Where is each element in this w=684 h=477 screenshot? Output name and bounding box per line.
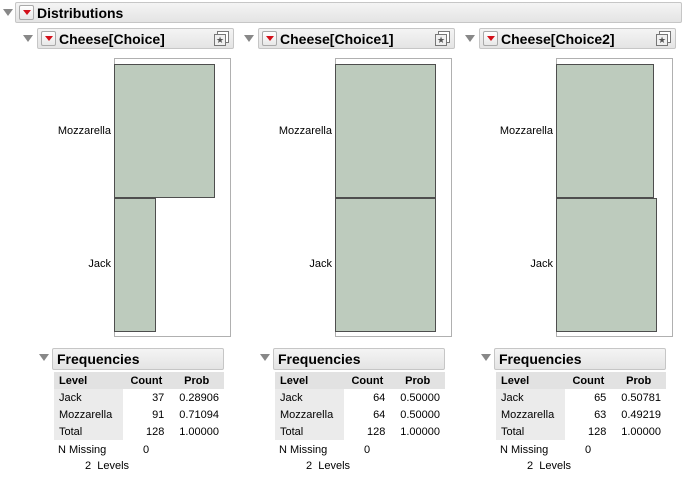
levels-text: 2 Levels: [306, 460, 351, 472]
prob-cell: 0.50000: [400, 408, 440, 421]
table-row: Total 128 1.00000: [275, 423, 445, 440]
bar-mozzarella[interactable]: [556, 64, 654, 198]
level-cell: Mozzarella: [275, 406, 345, 423]
table-row: Jack 65 0.50781: [496, 389, 666, 406]
n-missing-value: 0: [585, 444, 592, 456]
count-cell: 37: [152, 391, 165, 404]
frequencies-title: Frequencies: [499, 351, 582, 367]
frequencies-header: Frequencies: [273, 348, 445, 370]
panel-red-triangle-menu-icon[interactable]: [41, 31, 56, 46]
panel-header: Cheese[Choice1] ★: [258, 28, 455, 49]
table-row: Jack 64 0.50000: [275, 389, 445, 406]
count-cell: 128: [587, 425, 607, 438]
category-label-jack: Jack: [530, 258, 553, 270]
distributions-header: Distributions: [15, 2, 682, 23]
panel-disclosure-icon[interactable]: [23, 35, 33, 42]
levels-text: 2 Levels: [527, 460, 572, 472]
panel-title: Cheese[Choice]: [59, 30, 165, 47]
frequencies-table: Level Count Prob Jack 37 0.28906 Mozzare…: [54, 372, 224, 440]
bar-jack[interactable]: [335, 198, 436, 332]
col-count: Count: [565, 372, 612, 389]
distributions-title: Distributions: [37, 4, 124, 21]
prob-cell: 0.50781: [621, 391, 661, 404]
n-missing-label: N Missing: [279, 444, 328, 456]
col-level: Level: [54, 372, 124, 389]
panel-title: Cheese[Choice1]: [280, 30, 394, 47]
panel-red-triangle-menu-icon[interactable]: [262, 31, 277, 46]
category-label-jack: Jack: [309, 258, 332, 270]
frequencies-header: Frequencies: [494, 348, 666, 370]
col-prob: Prob: [611, 372, 666, 389]
category-label-mozzarella: Mozzarella: [57, 125, 111, 137]
bar-jack[interactable]: [556, 198, 657, 332]
col-count: Count: [123, 372, 170, 389]
prob-cell: 1.00000: [621, 425, 661, 438]
level-cell: Mozzarella: [54, 406, 124, 423]
distributions-red-triangle-menu-icon[interactable]: [19, 5, 34, 20]
count-cell: 91: [152, 408, 165, 421]
distributions-disclosure-icon[interactable]: [3, 9, 13, 16]
panel-red-triangle-menu-icon[interactable]: [483, 31, 498, 46]
frequencies-header: Frequencies: [52, 348, 224, 370]
count-cell: 64: [373, 408, 386, 421]
level-cell: Total: [275, 423, 345, 440]
pin-window-icon[interactable]: ★: [435, 31, 451, 47]
n-missing-label: N Missing: [500, 444, 549, 456]
prob-cell: 0.28906: [179, 391, 219, 404]
table-row: Jack 37 0.28906: [54, 389, 224, 406]
bar-mozzarella[interactable]: [335, 64, 436, 198]
level-cell: Total: [54, 423, 124, 440]
level-cell: Total: [496, 423, 566, 440]
n-missing-label: N Missing: [58, 444, 107, 456]
panel-header: Cheese[Choice2] ★: [479, 28, 676, 49]
category-label-mozzarella: Mozzarella: [278, 125, 332, 137]
panel-disclosure-icon[interactable]: [465, 35, 475, 42]
col-level: Level: [496, 372, 566, 389]
bar-jack[interactable]: [114, 198, 156, 332]
table-row: Mozzarella 64 0.50000: [275, 406, 445, 423]
n-missing-value: 0: [364, 444, 371, 456]
frequencies-table: Level Count Prob Jack 64 0.50000 Mozzare…: [275, 372, 445, 440]
count-cell: 63: [594, 408, 607, 421]
col-level: Level: [275, 372, 345, 389]
level-cell: Mozzarella: [496, 406, 566, 423]
n-missing-value: 0: [143, 444, 150, 456]
frequencies-disclosure-icon[interactable]: [481, 354, 491, 361]
frequencies-title: Frequencies: [278, 351, 361, 367]
prob-cell: 0.50000: [400, 391, 440, 404]
count-cell: 128: [366, 425, 386, 438]
level-cell: Jack: [275, 389, 345, 406]
category-label-jack: Jack: [88, 258, 111, 270]
level-cell: Jack: [496, 389, 566, 406]
frequencies-title: Frequencies: [57, 351, 140, 367]
levels-text: 2 Levels: [85, 460, 130, 472]
table-row: Total 128 1.00000: [54, 423, 224, 440]
prob-cell: 1.00000: [400, 425, 440, 438]
prob-cell: 0.71094: [179, 408, 219, 421]
table-row: Total 128 1.00000: [496, 423, 666, 440]
col-prob: Prob: [390, 372, 445, 389]
bar-mozzarella[interactable]: [114, 64, 215, 198]
frequencies-disclosure-icon[interactable]: [39, 354, 49, 361]
frequencies-disclosure-icon[interactable]: [260, 354, 270, 361]
col-count: Count: [344, 372, 391, 389]
prob-cell: 0.49219: [621, 408, 661, 421]
table-row: Mozzarella 63 0.49219: [496, 406, 666, 423]
table-row: Mozzarella 91 0.71094: [54, 406, 224, 423]
level-cell: Jack: [54, 389, 124, 406]
count-cell: 65: [594, 391, 607, 404]
panel-header: Cheese[Choice] ★: [37, 28, 234, 49]
pin-window-icon[interactable]: ★: [214, 31, 230, 47]
count-cell: 128: [145, 425, 165, 438]
category-label-mozzarella: Mozzarella: [499, 125, 553, 137]
col-prob: Prob: [169, 372, 224, 389]
frequencies-table: Level Count Prob Jack 65 0.50781 Mozzare…: [496, 372, 666, 440]
prob-cell: 1.00000: [179, 425, 219, 438]
panel-title: Cheese[Choice2]: [501, 30, 615, 47]
pin-window-icon[interactable]: ★: [656, 31, 672, 47]
count-cell: 64: [373, 391, 386, 404]
panel-disclosure-icon[interactable]: [244, 35, 254, 42]
